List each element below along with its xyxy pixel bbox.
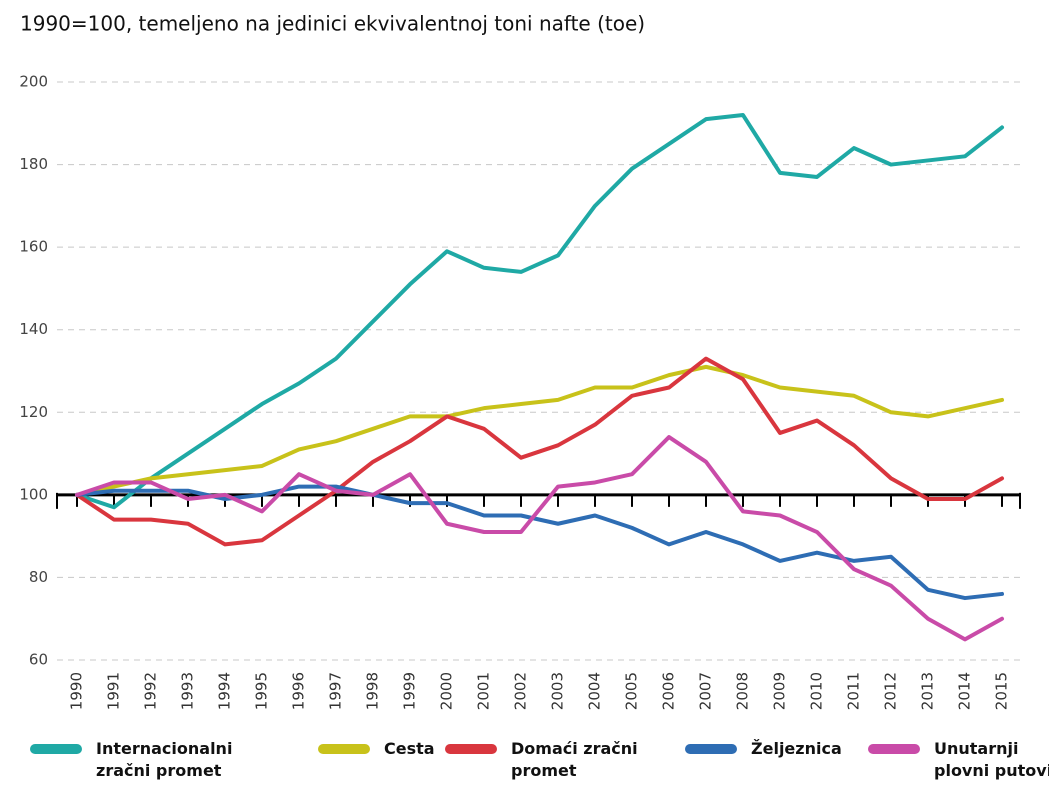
chart-title: 1990=100, temeljeno na jedinici ekvivale… <box>20 12 645 36</box>
x-tick-label: 2015 <box>993 672 1011 710</box>
legend-item: Unutarnji plovni putovi <box>868 738 1049 782</box>
y-tick-label: 100 <box>19 485 48 503</box>
x-tick-label: 2005 <box>623 672 641 710</box>
legend-swatch <box>868 744 920 754</box>
x-tick-label: 1991 <box>105 672 123 710</box>
x-tick-label: 1999 <box>401 672 419 710</box>
legend-item: Cesta <box>318 738 444 760</box>
x-tick-label: 1993 <box>179 672 197 710</box>
legend-item: Željeznica <box>685 738 861 760</box>
y-tick-label: 160 <box>19 238 48 256</box>
series-line <box>75 356 1004 547</box>
legend-item: Internacionalni zračni promet <box>30 738 246 782</box>
x-tick-label: 2010 <box>808 672 826 710</box>
legend-label: Željeznica <box>751 739 842 758</box>
series-line <box>75 113 1004 510</box>
x-tick-label: 2012 <box>882 672 900 710</box>
y-tick-label: 120 <box>19 403 48 421</box>
x-tick-label: 2009 <box>771 672 789 710</box>
x-tick-label: 1995 <box>253 672 271 710</box>
legend-label: Cesta <box>384 739 435 758</box>
legend-label: Internacionalni zračni promet <box>96 739 233 780</box>
legend-swatch <box>318 744 370 754</box>
x-tick-label: 2011 <box>845 672 863 710</box>
x-tick-label: 2002 <box>512 672 530 710</box>
series-line <box>75 364 1004 497</box>
x-tick-label: 2008 <box>734 672 752 710</box>
x-tick-label: 1992 <box>142 672 160 710</box>
x-tick-label: 1994 <box>216 672 234 710</box>
legend-label: Unutarnji plovni putovi <box>934 739 1049 780</box>
x-tick-label: 2004 <box>586 672 604 710</box>
legend-label: Domaći zračni promet <box>511 739 638 780</box>
x-tick-label: 2006 <box>660 672 678 710</box>
x-tick-label: 2003 <box>549 672 567 710</box>
x-tick-label: 1998 <box>364 672 382 710</box>
y-tick-label: 180 <box>19 155 48 173</box>
legend-item: Domaći zračni promet <box>445 738 651 782</box>
chart: 1990=100, temeljeno na jedinici ekvivale… <box>19 12 1021 710</box>
x-tick-label: 2001 <box>475 672 493 710</box>
x-tick-label: 2000 <box>438 672 456 710</box>
x-tick-label: 1997 <box>327 672 345 710</box>
x-tick-label: 2014 <box>956 672 974 710</box>
y-tick-label: 80 <box>29 568 48 586</box>
series-line <box>75 435 1004 642</box>
x-tick-label: 2013 <box>919 672 937 710</box>
legend-swatch <box>445 744 497 754</box>
x-tick-label: 1996 <box>290 672 308 710</box>
legend-swatch <box>685 744 737 754</box>
legend-swatch <box>30 744 82 754</box>
y-tick-label: 200 <box>19 73 48 91</box>
y-tick-label: 60 <box>29 651 48 669</box>
x-tick-label: 2007 <box>697 672 715 710</box>
x-tick-label: 1990 <box>68 672 86 710</box>
series-line <box>75 484 1004 601</box>
y-tick-label: 140 <box>19 320 48 338</box>
